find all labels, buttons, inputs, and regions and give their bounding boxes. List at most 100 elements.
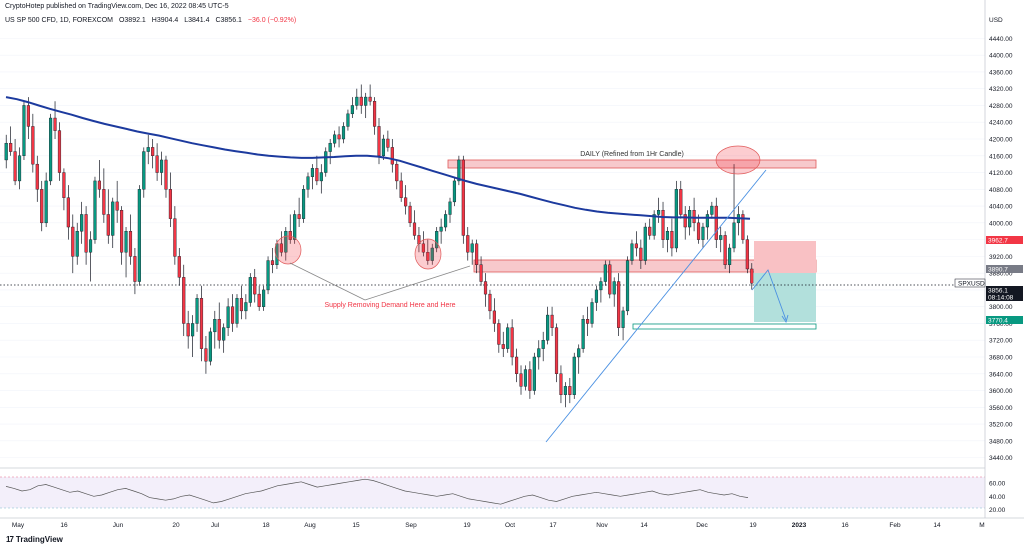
supply-circle-2[interactable] <box>414 238 442 270</box>
candle-body <box>657 210 661 215</box>
candle-body <box>235 298 239 324</box>
candle-body <box>346 113 350 127</box>
candle-body <box>341 126 346 140</box>
candle-body <box>430 247 434 261</box>
price-tick: 3440.00 <box>989 455 1013 462</box>
candle-body <box>510 327 514 358</box>
target-zone[interactable] <box>632 323 817 330</box>
price-tick: 4320.00 <box>989 86 1013 93</box>
candle-body <box>634 243 638 249</box>
tradingview-logo-icon: 17 <box>6 535 14 544</box>
candle-body <box>62 172 66 198</box>
candle-body <box>49 117 53 182</box>
candle-body <box>568 386 572 395</box>
price-tick: 3920.00 <box>989 254 1013 261</box>
price-label-bg <box>986 286 1023 294</box>
candle-body <box>439 226 443 232</box>
candle-body <box>443 214 448 228</box>
candle-body <box>741 214 745 240</box>
candle-body <box>514 356 519 374</box>
short-target-box[interactable] <box>754 273 816 322</box>
symbol-name[interactable]: US SP 500 CFD, 1D, FOREXCOM <box>5 17 114 24</box>
price-tick: 3760.00 <box>989 321 1013 328</box>
candle-body <box>31 126 35 165</box>
candle-body <box>279 243 283 253</box>
note-arrow-left <box>289 262 366 301</box>
candles <box>4 84 754 408</box>
candle-body <box>301 189 306 219</box>
candle-body <box>732 222 736 249</box>
price-tick: 3800.00 <box>989 304 1013 311</box>
candle-body <box>417 235 421 245</box>
ohlc-close: C3856.1 <box>215 17 242 24</box>
projection-arrow[interactable] <box>751 269 787 321</box>
candle-body <box>177 256 181 278</box>
candle-body <box>66 197 70 228</box>
time-tick: 19 <box>463 522 471 529</box>
top-circle[interactable] <box>715 145 761 175</box>
candle-body <box>617 281 621 328</box>
candle-body <box>745 239 749 270</box>
candle-body <box>191 323 195 337</box>
candle-body <box>315 168 319 182</box>
ohlc-high: H3904.4 <box>151 17 179 24</box>
currency-label: USD <box>989 17 1003 24</box>
candle-body <box>364 96 368 106</box>
candle-body <box>84 214 88 253</box>
short-stop-box[interactable] <box>754 241 816 273</box>
candle-body <box>479 264 483 282</box>
ohlc-change: −36.0 (−0.92%) <box>247 17 297 24</box>
footer-brand[interactable]: 17 TradingView <box>6 535 63 544</box>
candle-body <box>559 373 563 395</box>
time-tick: 20 <box>172 522 180 529</box>
candle-body <box>408 205 412 224</box>
candle-body <box>692 210 696 224</box>
candle-body <box>124 231 128 253</box>
time-tick: Oct <box>505 522 515 529</box>
candle-body <box>399 180 403 198</box>
candle-body <box>674 189 678 249</box>
price-label-bg <box>986 265 1023 273</box>
candle-body <box>466 235 470 253</box>
rsi-axis: 60.00 40.00 20.00 <box>989 481 1006 514</box>
candle-body <box>457 159 461 182</box>
time-tick: 18 <box>262 522 270 529</box>
price-label: 08:14:08 <box>988 295 1014 302</box>
candle-body <box>621 310 625 328</box>
price-tick: 4120.00 <box>989 170 1013 177</box>
daily-resistance-zone[interactable] <box>447 159 817 169</box>
candle-body <box>625 260 630 312</box>
candle-body <box>133 256 137 282</box>
candle-body <box>333 134 337 144</box>
price-label-bg <box>986 236 1023 244</box>
rsi-line <box>5 478 749 505</box>
candle-body <box>377 126 381 156</box>
candle-body <box>57 130 62 173</box>
rising-trendline[interactable] <box>545 169 767 443</box>
price-tick: 4080.00 <box>989 187 1013 194</box>
candle-body <box>71 226 75 257</box>
candle-body <box>546 314 550 341</box>
candle-body <box>40 189 44 224</box>
candle-body <box>213 319 217 333</box>
candle-body <box>452 180 457 203</box>
candle-body <box>381 138 386 156</box>
candle-body <box>164 159 168 190</box>
time-tick: 2023 <box>792 522 807 529</box>
candle-body <box>705 214 709 228</box>
candle-body <box>355 96 359 106</box>
candle-body <box>230 306 235 324</box>
price-tick: 4280.00 <box>989 103 1013 110</box>
moving-average-line <box>5 96 751 220</box>
candle-body <box>288 231 292 240</box>
candle-body <box>643 226 647 261</box>
candle-body <box>208 331 212 362</box>
price-tick: 3600.00 <box>989 388 1013 395</box>
supply-circle-1[interactable] <box>274 235 302 265</box>
price-tick: 4200.00 <box>989 137 1013 144</box>
time-tick: 15 <box>352 522 360 529</box>
price-tick: 4040.00 <box>989 204 1013 211</box>
candle-body <box>630 243 634 261</box>
rsi-tick: 60.00 <box>989 481 1006 488</box>
